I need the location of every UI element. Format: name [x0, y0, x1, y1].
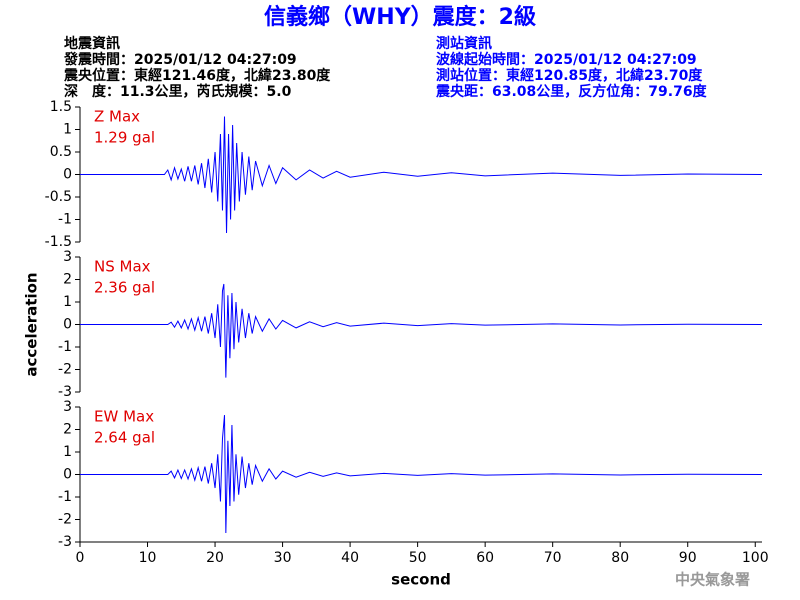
y-tick-label: -1.5 [45, 234, 72, 250]
x-axis-label: second [391, 571, 451, 589]
x-tick-label: 90 [679, 550, 697, 566]
panel-label: NS Max [94, 258, 151, 276]
event-info: 地震資訊 [64, 35, 120, 52]
x-tick-label: 60 [476, 550, 494, 566]
x-tick-label: 50 [409, 550, 427, 566]
y-tick-label: -2 [58, 362, 72, 378]
footer: 中央氣象署 [675, 571, 750, 589]
y-tick-label: -2 [58, 512, 72, 528]
station-info: 測站位置：東經120.85度，北緯23.70度 [436, 67, 703, 84]
y-tick-label: 0 [63, 317, 72, 333]
y-axis-label: acceleration [23, 272, 41, 376]
chart-title: 信義鄉（WHY）震度：2級 [264, 4, 536, 30]
waveform [80, 415, 763, 534]
station-info: 震央距：63.08公里，反方位角：79.76度 [435, 83, 708, 100]
y-tick-label: -1 [58, 212, 72, 228]
event-info: 震央位置：東經121.46度，北緯23.80度 [63, 67, 331, 84]
event-info: 發震時間：2025/01/12 04:27:09 [63, 51, 297, 68]
station-info: 波線起始時間：2025/01/12 04:27:09 [436, 51, 697, 68]
x-tick-label: 40 [341, 550, 359, 566]
x-tick-label: 80 [611, 550, 629, 566]
y-tick-label: 2 [63, 422, 72, 438]
y-tick-label: 1 [63, 444, 72, 460]
y-tick-label: -0.5 [45, 189, 72, 205]
x-tick-label: 30 [274, 550, 292, 566]
y-tick-label: -3 [58, 534, 72, 550]
x-tick-label: 20 [206, 550, 224, 566]
y-tick-label: 3 [63, 249, 72, 265]
event-info: 深 度：11.3公里，芮氏規模：5.0 [64, 83, 292, 100]
x-tick-label: 10 [139, 550, 157, 566]
y-tick-label: 1.5 [50, 99, 72, 115]
panel-label: Z Max [94, 108, 140, 126]
y-tick-label: 2 [63, 272, 72, 288]
waveform [80, 116, 763, 234]
y-tick-label: 0 [63, 467, 72, 483]
y-tick-label: 0 [63, 167, 72, 183]
x-tick-label: 70 [544, 550, 562, 566]
y-tick-label: 3 [63, 399, 72, 415]
waveform [80, 283, 763, 378]
panel-label: 2.36 gal [94, 279, 155, 297]
panel-label: 2.64 gal [94, 429, 155, 447]
x-tick-label: 100 [742, 550, 769, 566]
panel-label: 1.29 gal [94, 129, 155, 147]
x-tick-label: 0 [76, 550, 85, 566]
y-tick-label: -1 [58, 339, 72, 355]
y-tick-label: -1 [58, 489, 72, 505]
y-tick-label: 0.5 [50, 144, 72, 160]
y-tick-label: -3 [58, 384, 72, 400]
station-info: 測站資訊 [436, 35, 492, 52]
panel-label: EW Max [94, 408, 154, 426]
y-tick-label: 1 [63, 294, 72, 310]
y-tick-label: 1 [63, 122, 72, 138]
